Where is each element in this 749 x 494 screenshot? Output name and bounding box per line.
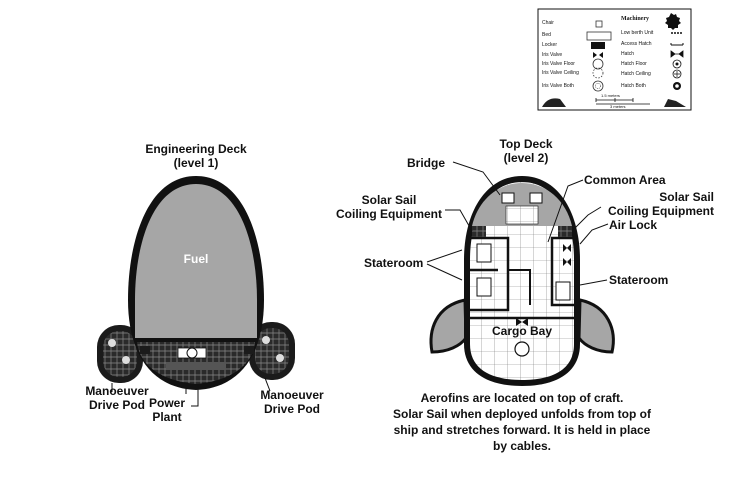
- iris-valve-floor-icon: [592, 58, 604, 70]
- fuel-tank: [135, 184, 257, 338]
- fuel-label: Fuel: [183, 252, 209, 266]
- legend-hatch-both-label: Hatch Both: [621, 83, 646, 89]
- stateroom-left-label: Stateroom: [364, 256, 424, 270]
- low-berth-icon: [680, 32, 682, 34]
- cargo-iris-valve-icon: [516, 318, 528, 326]
- solar-coil-right: [558, 226, 572, 238]
- access-hatch-icon: [670, 43, 684, 46]
- stateroom-bed-1-icon: [476, 243, 492, 263]
- bed-icon: [586, 31, 612, 41]
- iris-valve-icon: [593, 52, 603, 58]
- locker-icon: [591, 42, 605, 49]
- legend-hatch-floor-label: Hatch Floor: [621, 61, 647, 67]
- top-deck-title: Top Deck (level 2): [499, 137, 553, 165]
- legend-iris-valve-ceiling-label: Iris Valve Ceiling: [542, 70, 579, 76]
- bridge-label: Bridge: [407, 156, 446, 170]
- left-drive-pod-label: Manoeuver Drive Pod: [85, 384, 149, 412]
- engineering-deck-plan: [97, 176, 295, 407]
- solar-sail-right-label: Solar Sail Coiling Equipment: [608, 190, 714, 218]
- top-deck-plan: [426, 161, 615, 386]
- power-plant-label: Power Plant: [148, 396, 185, 424]
- power-plant-hatch-icon: [186, 347, 198, 359]
- stateroom-right-label: Stateroom: [609, 273, 669, 287]
- cargo-bay-label: Cargo Bay: [491, 324, 553, 338]
- air-lock-label: Air Lock: [609, 218, 658, 232]
- scale-bar: [595, 98, 650, 105]
- common-area-label: Common Area: [584, 173, 666, 187]
- legend-iris-valve-both-label: Iris Valve Both: [542, 83, 574, 89]
- legend-chair-label: Chair: [542, 20, 554, 26]
- legend-access-hatch-label: Access Hatch: [621, 41, 652, 47]
- legend-hatch-label: Hatch: [621, 51, 635, 57]
- design-notes: Aerofins are located on top of craft. So…: [392, 391, 651, 453]
- ship-silhouette-left-icon: [542, 98, 566, 107]
- legend-scale-bottom: 3 meters: [610, 104, 626, 109]
- engineering-deck-title: Engineering Deck (level 1): [145, 142, 247, 170]
- cargo-bay-hatch-icon: [514, 341, 530, 357]
- legend-iris-valve-floor-label: Iris Valve Floor: [542, 61, 575, 67]
- hatch-icon: [670, 50, 684, 58]
- legend-bed-label: Bed: [542, 32, 551, 38]
- bridge-chair-left-icon: [501, 192, 515, 204]
- air-lock-hatch-icon: [563, 244, 571, 252]
- stateroom-bed-2-icon: [476, 277, 492, 297]
- ship-silhouette-right-icon: [664, 99, 686, 107]
- legend-locker-label: Locker: [542, 42, 558, 48]
- chair-icon: [595, 20, 603, 28]
- legend-scale-top: 1.5 meters: [601, 93, 620, 98]
- iris-valve-both-icon: [592, 80, 604, 92]
- hatch-ceiling-icon: [672, 69, 682, 79]
- legend-hatch-ceiling-label: Hatch Ceiling: [621, 71, 651, 77]
- legend-box: [537, 8, 692, 111]
- legend-header: Machinery: [621, 16, 649, 22]
- stateroom-bed-3-icon: [555, 281, 571, 301]
- iris-valve-ceiling-icon: [592, 67, 604, 79]
- right-aerofin: [577, 298, 615, 354]
- solar-coil-left: [472, 226, 486, 238]
- right-drive-pod: [249, 322, 295, 380]
- left-aerofin: [429, 298, 468, 354]
- solar-sail-left-label: Solar Sail Coiling Equipment: [336, 193, 442, 221]
- left-drive-pod: [97, 325, 143, 383]
- legend-low-berth-label: Low berth Unit: [621, 30, 654, 36]
- bridge-chair-right-icon: [529, 192, 543, 204]
- right-drive-pod-label: Manoeuver Drive Pod: [260, 388, 324, 416]
- bridge-area: [472, 183, 572, 226]
- legend-iris-valve-label: Iris Valve: [542, 52, 563, 58]
- hatch-floor-icon: [672, 59, 682, 69]
- machinery-icon: [665, 13, 681, 30]
